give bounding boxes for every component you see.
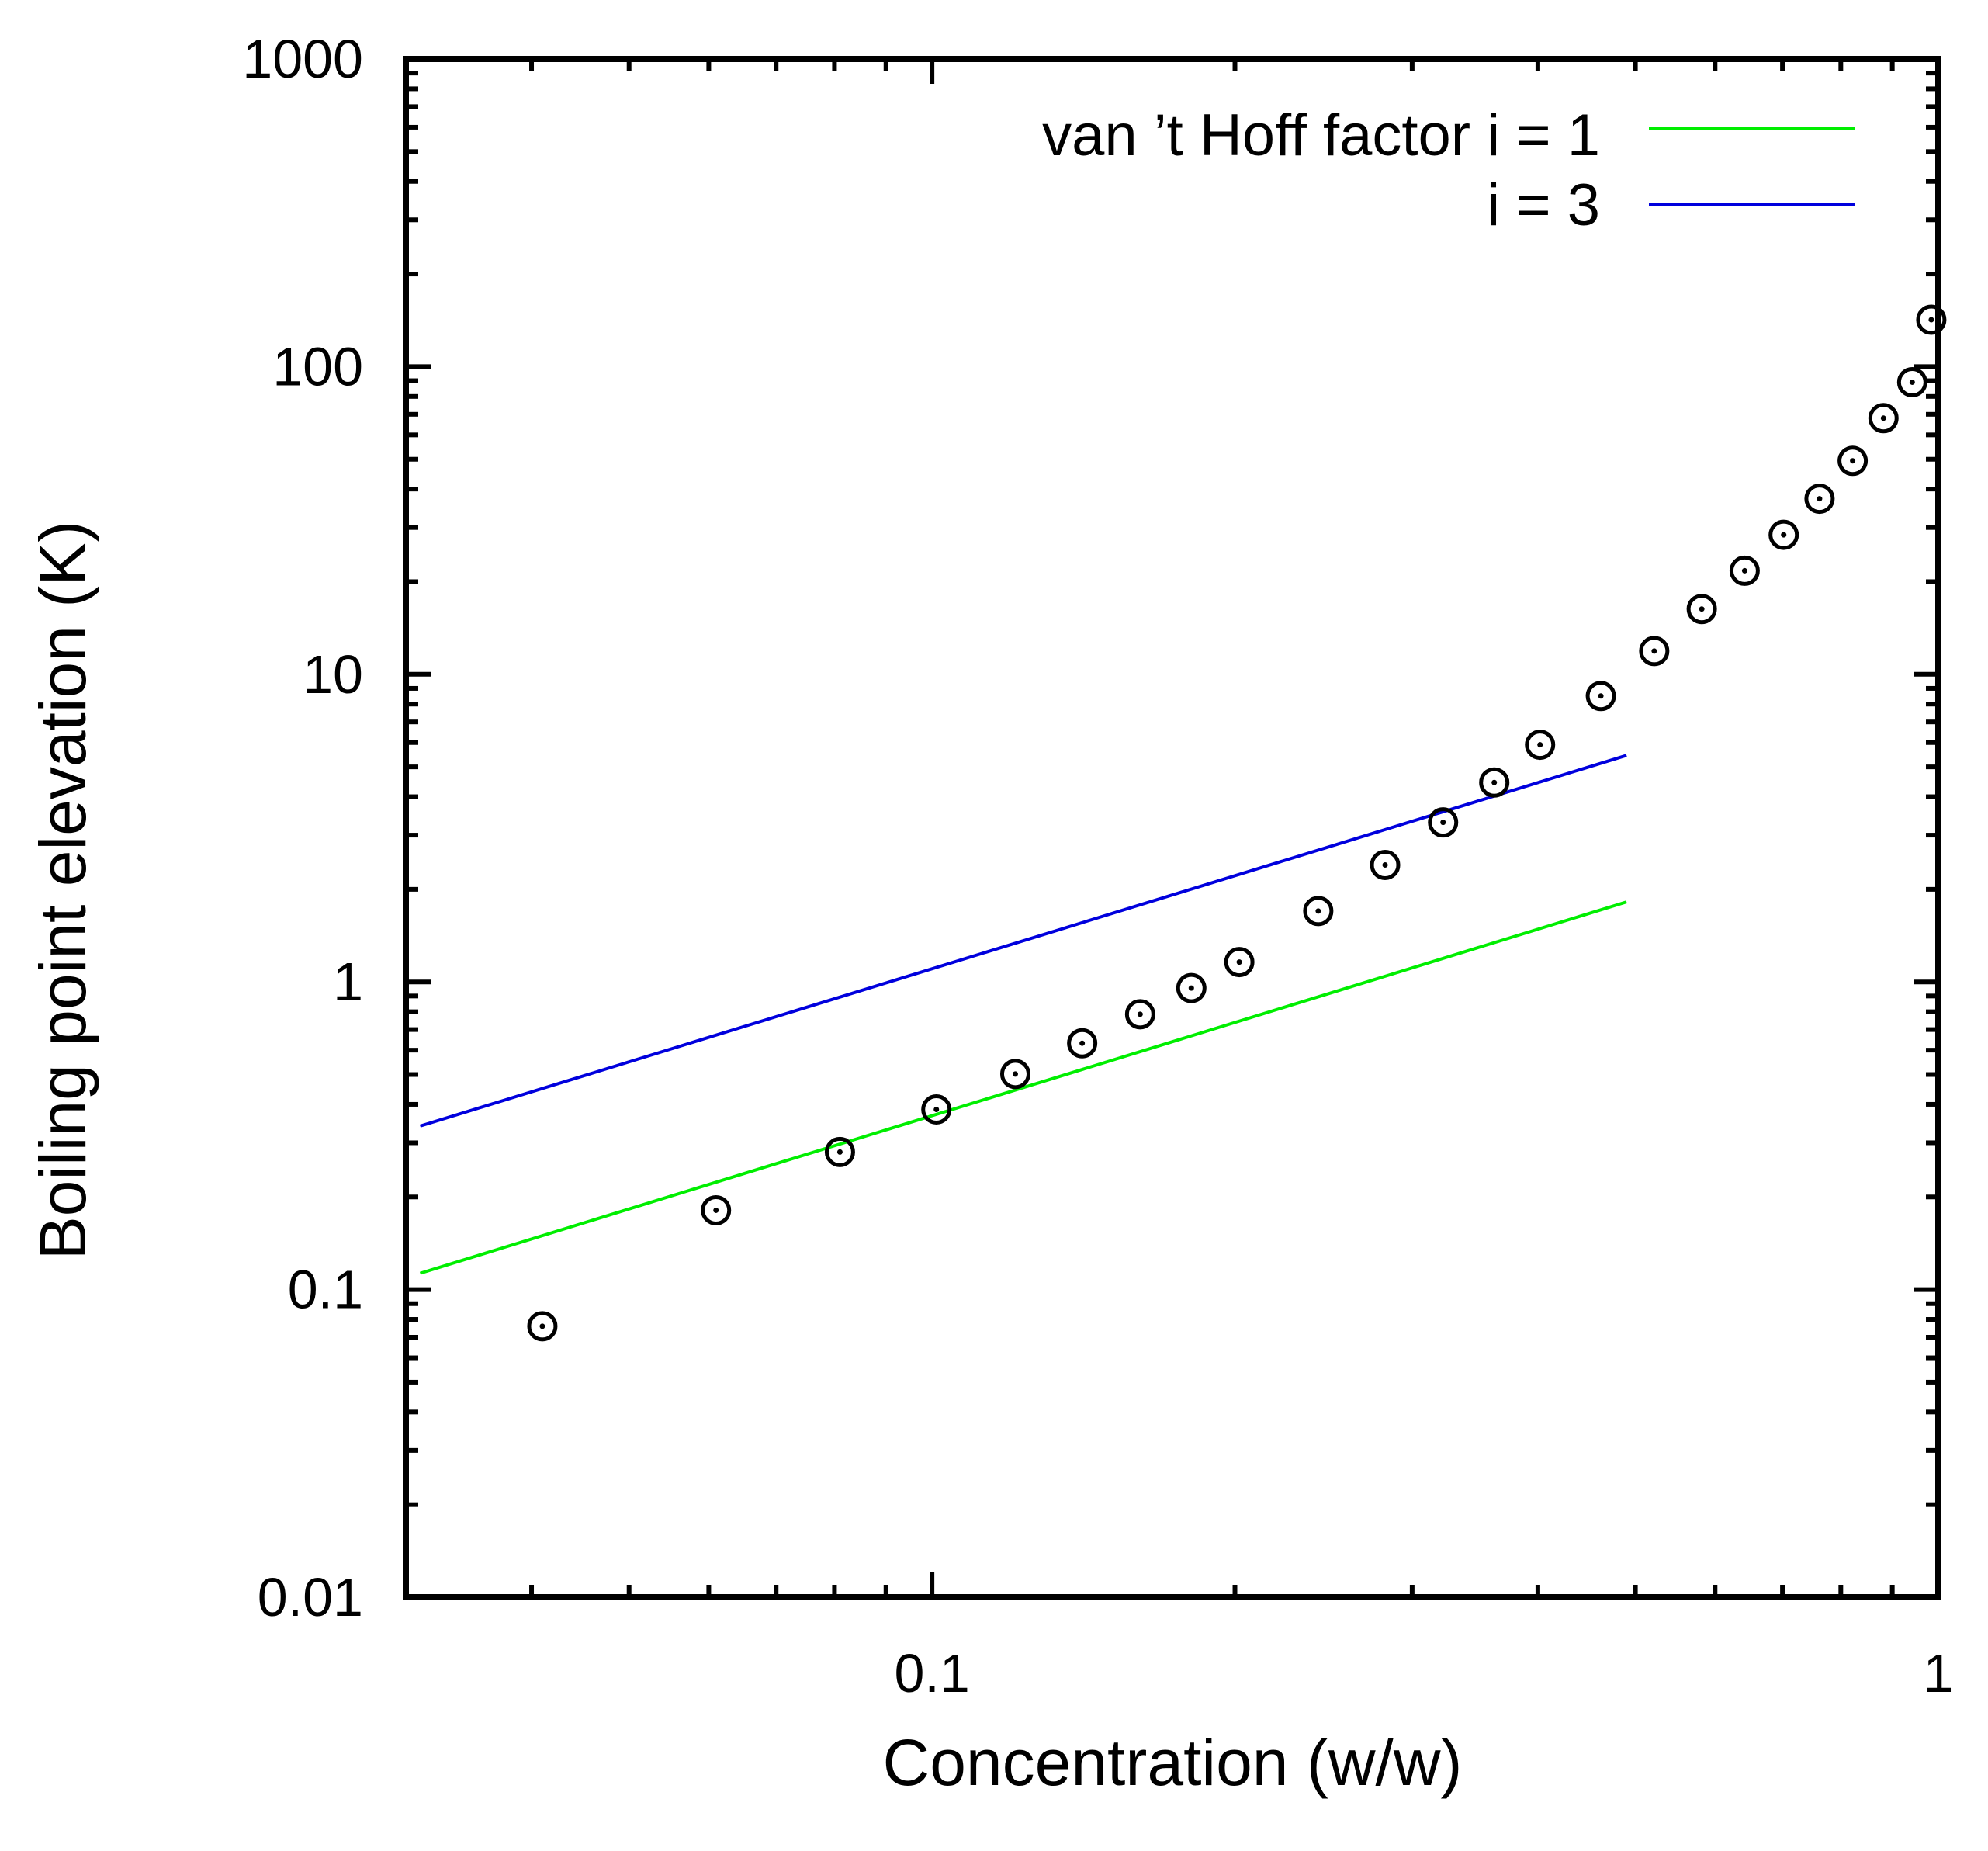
- y-tick-label: 1: [333, 951, 363, 1012]
- data-point: [999, 1059, 1030, 1090]
- data-point-ring: [1067, 1028, 1098, 1059]
- data-point: [1176, 972, 1207, 1003]
- data-point: [1303, 896, 1334, 927]
- data-point-dot: [713, 1207, 719, 1213]
- data-point-ring: [1479, 767, 1510, 798]
- x-axis-title: Concentration (w/w): [883, 1726, 1463, 1799]
- data-point-dot: [1909, 379, 1915, 385]
- data-point: [1837, 445, 1869, 477]
- data-point-dot: [1850, 458, 1856, 464]
- data-point-dot: [1440, 820, 1446, 826]
- data-point-dot: [1781, 532, 1787, 538]
- data-point: [701, 1194, 732, 1225]
- data-point-ring: [1896, 366, 1927, 397]
- data-point: [1639, 636, 1670, 667]
- data-point-ring: [1124, 999, 1155, 1030]
- plot-frame: [403, 56, 1941, 1600]
- y-tick-label: 0.1: [288, 1260, 363, 1320]
- data-point: [1916, 304, 1947, 335]
- data-point-ring: [1370, 849, 1401, 880]
- legend-label-i3: i = 3: [1487, 172, 1600, 238]
- data-point-dot: [933, 1107, 940, 1113]
- data-point-ring: [1837, 445, 1869, 477]
- data-point-ring: [1224, 947, 1255, 978]
- data-point-dot: [1188, 985, 1194, 991]
- data-point-ring: [527, 1311, 558, 1342]
- series-line-i1: [419, 900, 1627, 1275]
- y-tick-label: 0.01: [258, 1567, 363, 1627]
- data-point-ring: [999, 1059, 1030, 1090]
- tick-labels: 0.01 0.1 1 10 100 1000 0.1 1: [242, 29, 1953, 1704]
- data-point: [1370, 849, 1401, 880]
- data-point: [921, 1094, 952, 1125]
- data-point-dot: [836, 1149, 843, 1155]
- series-line-i3: [419, 754, 1627, 1128]
- data-point-ring: [1804, 484, 1835, 515]
- data-point: [1729, 555, 1760, 586]
- data-point: [1768, 519, 1799, 550]
- data-point-dot: [1382, 861, 1388, 868]
- data-point: [1804, 484, 1835, 515]
- x-tick-label: 1: [1924, 1643, 1954, 1704]
- x-tick-label: 0.1: [894, 1643, 969, 1704]
- data-point-ring: [1768, 519, 1799, 550]
- data-point-dot: [1491, 779, 1498, 785]
- data-point-ring: [1176, 972, 1207, 1003]
- y-tick-label: 10: [303, 644, 363, 705]
- data-point: [1124, 999, 1155, 1030]
- tick-marks: [403, 57, 1941, 1600]
- data-point-ring: [1303, 896, 1334, 927]
- data-point: [1428, 807, 1459, 838]
- data-point: [1585, 681, 1616, 712]
- data-point-ring: [1525, 730, 1556, 761]
- data-point: [1868, 403, 1899, 434]
- data-point-dot: [1137, 1011, 1143, 1017]
- data-point: [1224, 947, 1255, 978]
- data-point-ring: [921, 1094, 952, 1125]
- y-tick-label: 100: [272, 336, 363, 397]
- data-point-dot: [1699, 606, 1705, 612]
- y-axis-title: Boiling point elevation (K): [26, 521, 99, 1260]
- data-point: [1896, 366, 1927, 397]
- data-point-dot: [1598, 693, 1604, 699]
- data-point-ring: [1639, 636, 1670, 667]
- data-point: [1686, 594, 1717, 625]
- data-point-dot: [1079, 1040, 1086, 1046]
- data-point-ring: [1686, 594, 1717, 625]
- data-point: [1525, 730, 1556, 761]
- data-point-dot: [1236, 959, 1242, 965]
- data-point: [527, 1311, 558, 1342]
- data-point-ring: [824, 1136, 855, 1167]
- data-point-dot: [1817, 496, 1823, 502]
- data-point-ring: [1585, 681, 1616, 712]
- data-point-ring: [1729, 555, 1760, 586]
- y-tick-label: 1000: [242, 29, 363, 89]
- data-point-ring: [1916, 304, 1947, 335]
- data-point-dot: [1651, 648, 1657, 654]
- data-point-dot: [1537, 742, 1543, 748]
- data-point: [1067, 1028, 1098, 1059]
- data-point-ring: [1868, 403, 1899, 434]
- data-point-ring: [1428, 807, 1459, 838]
- data-point-ring: [701, 1194, 732, 1225]
- data-point-dot: [1741, 567, 1747, 574]
- data-point-dot: [1315, 908, 1321, 914]
- data-point-dot: [539, 1323, 545, 1329]
- data-point-dot: [1880, 415, 1886, 421]
- legend: van ’t Hoff factor i = 1 i = 3: [1042, 102, 1855, 238]
- legend-label-i1: van ’t Hoff factor i = 1: [1042, 102, 1600, 168]
- data-point-dot: [1928, 317, 1934, 323]
- series-layer: [419, 304, 1947, 1342]
- data-point: [824, 1136, 855, 1167]
- data-point: [1479, 767, 1510, 798]
- data-point-dot: [1012, 1071, 1018, 1077]
